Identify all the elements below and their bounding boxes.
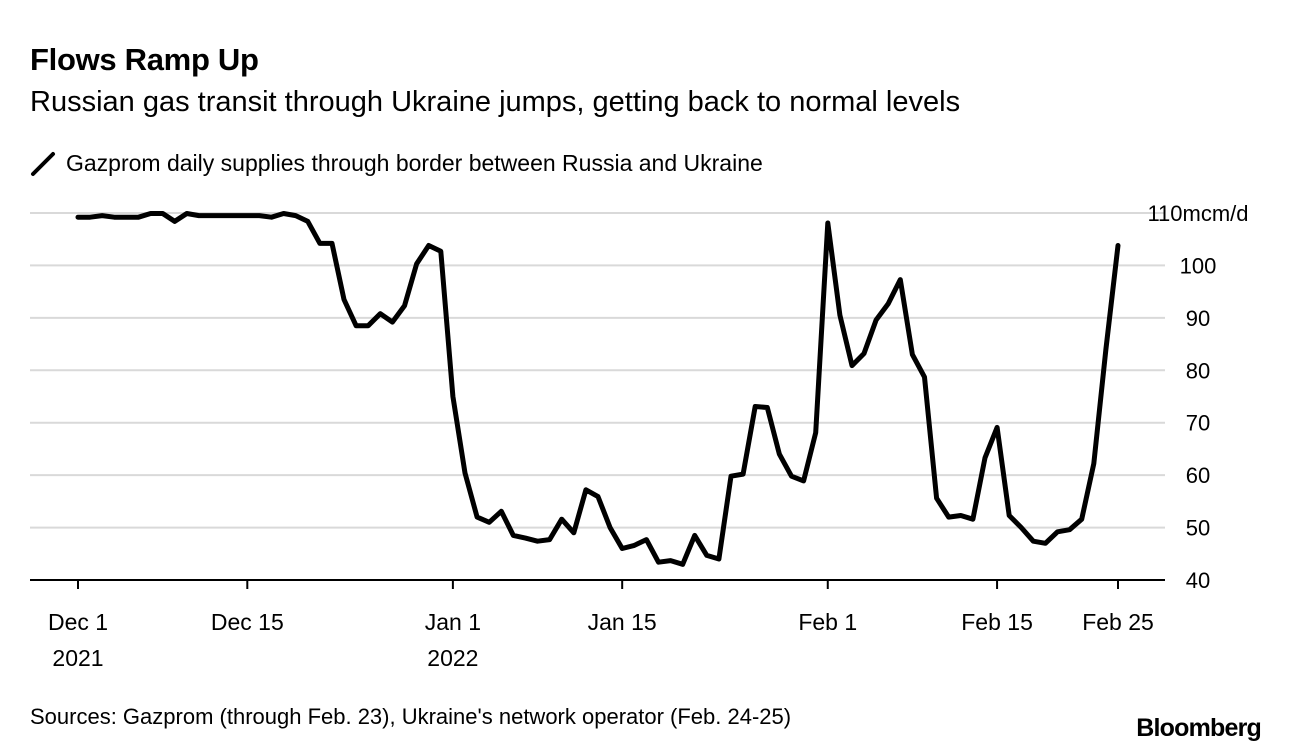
legend: Gazprom daily supplies through border be… [30, 150, 763, 177]
y-tick-label-90: 90 [1186, 306, 1210, 331]
x-tick-label-0: Dec 1 [48, 609, 108, 635]
legend-line-icon [31, 151, 55, 176]
y-tick-label-80: 80 [1186, 358, 1210, 383]
x-tick-label-31: Jan 1 [425, 609, 481, 635]
series-layer [75, 211, 1121, 567]
x-tick-label-86: Feb 25 [1082, 609, 1154, 635]
x-axis: Dec 1 2021 Dec 15 Jan 1 2022 Jan 15 Feb 1 Feb 1… [30, 579, 1165, 671]
y-axis-ticks: 40 50 60 70 80 90 100 110mcm/d [1147, 201, 1248, 593]
legend-label: Gazprom daily supplies through border be… [66, 150, 763, 176]
x-tick-label-76: Feb 15 [961, 609, 1033, 635]
y-tick-label-70: 70 [1186, 411, 1210, 436]
x-tick-year-31: 2022 [427, 645, 478, 671]
y-tick-label-110: 110mcm/d [1147, 201, 1248, 226]
x-tick-label-14: Dec 15 [211, 609, 284, 635]
y-tick-label-60: 60 [1186, 463, 1210, 488]
bloomberg-logo: Bloomberg [1136, 714, 1262, 742]
series-line-0 [75, 211, 1121, 567]
source-note: Sources: Gazprom (through Feb. 23), Ukra… [30, 704, 792, 729]
x-tick-year-0: 2021 [52, 645, 103, 671]
gridlines [30, 212, 1165, 529]
x-tick-label-45: Jan 15 [588, 609, 657, 635]
y-tick-label-100: 100 [1180, 253, 1217, 278]
chart-subtitle: Russian gas transit through Ukraine jump… [30, 86, 961, 118]
chart-title: Flows Ramp Up [30, 42, 259, 77]
x-tick-label-62: Feb 1 [798, 609, 857, 635]
y-tick-label-40: 40 [1186, 568, 1210, 593]
y-tick-label-50: 50 [1186, 516, 1210, 541]
